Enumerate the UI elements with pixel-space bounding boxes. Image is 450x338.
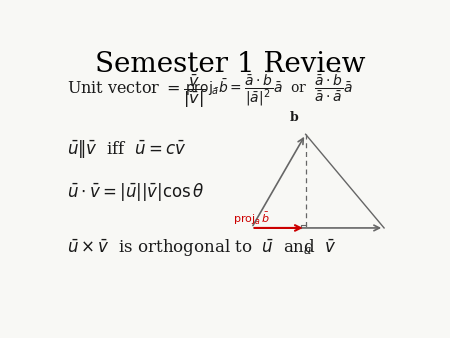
Text: $\bar{u}\times\bar{v}$  is orthogonal to  $\bar{u}$  and  $\bar{v}$: $\bar{u}\times\bar{v}$ is orthogonal to … [67, 238, 337, 260]
Text: a: a [304, 244, 311, 257]
Text: Semester 1 Review: Semester 1 Review [95, 51, 366, 78]
Text: $\mathrm{proj}_a\,\bar{b}$: $\mathrm{proj}_a\,\bar{b}$ [233, 211, 270, 227]
Text: $\mathrm{proj}_{\bar{a}}\bar{b} = \dfrac{\bar{a}\cdot\bar{b}}{|\bar{a}|^2}\bar{a: $\mathrm{proj}_{\bar{a}}\bar{b} = \dfrac… [185, 70, 353, 107]
Text: $\bar{u}\cdot\bar{v} = |\bar{u}||\bar{v}|\cos\theta$: $\bar{u}\cdot\bar{v} = |\bar{u}||\bar{v}… [67, 180, 205, 202]
Text: $\bar{u}\|\bar{v}$  iff  $\bar{u} = c\bar{v}$: $\bar{u}\|\bar{v}$ iff $\bar{u} = c\bar{… [67, 138, 186, 160]
Text: Unit vector $= \dfrac{\bar{v}}{|\bar{v}|}$: Unit vector $= \dfrac{\bar{v}}{|\bar{v}|… [67, 73, 205, 110]
Text: b: b [290, 111, 299, 124]
